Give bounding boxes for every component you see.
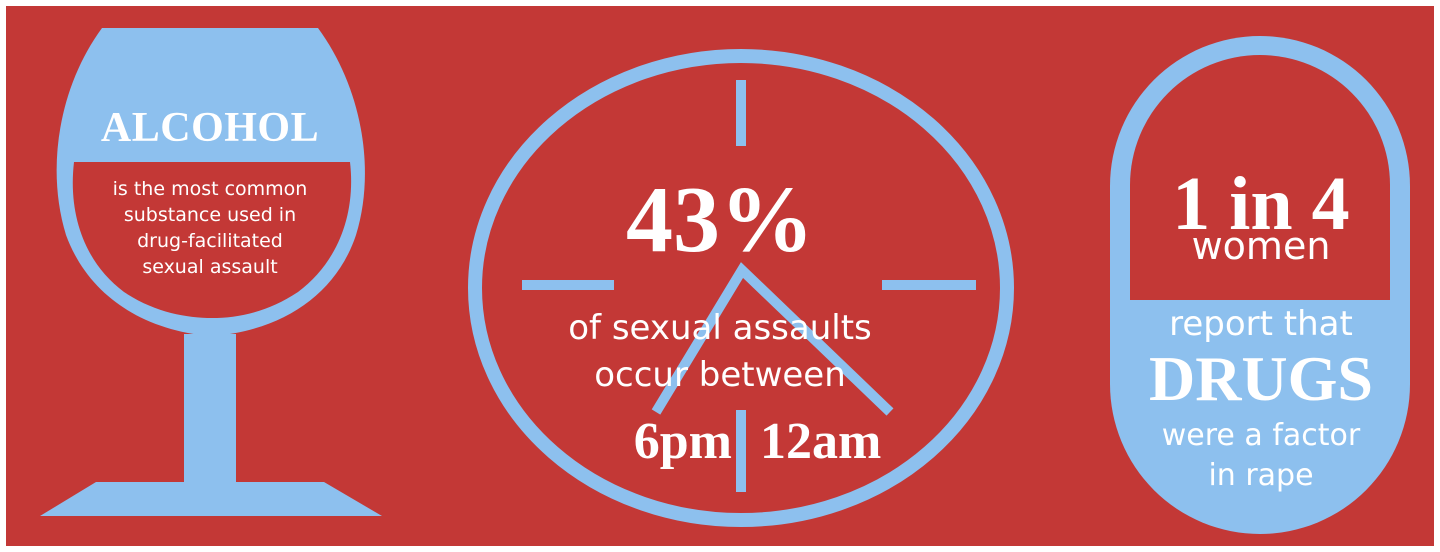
capsule-window — [1152, 130, 1368, 286]
clock-hands — [651, 262, 894, 416]
alcohol-caption-line: substance used in — [123, 204, 297, 226]
clock-caption-line-1: of sexual assaults — [568, 308, 872, 348]
wine-glass-base — [40, 482, 382, 516]
clock-caption-line-2: occur between — [594, 355, 846, 395]
end-time: 12am — [760, 413, 882, 470]
wine-glass-icon — [40, 28, 382, 516]
alcohol-caption-line: drug-facilitated — [137, 230, 283, 252]
clock-tick-right — [882, 280, 976, 290]
clock-tick-top — [736, 80, 746, 146]
alcohol-caption-line: sexual assault — [142, 256, 278, 278]
pill-caption-line-1: report that — [1169, 304, 1353, 344]
clock-icon — [468, 49, 1014, 527]
ratio-statistic: 1 in 4 — [1172, 162, 1350, 246]
capsule-icon — [1110, 36, 1410, 534]
alcohol-caption-line: is the most common — [112, 178, 308, 200]
clock-tick-bottom — [736, 410, 746, 492]
pill-caption-line-2: were a factor — [1161, 418, 1361, 453]
clock-tick-left — [522, 280, 614, 290]
pill-caption-line-3: in rape — [1208, 458, 1314, 493]
wine-liquid — [72, 162, 352, 318]
percent-statistic: 43% — [626, 168, 814, 272]
alcohol-caption: is the most common substance used in dru… — [70, 176, 350, 280]
population-label: women — [1191, 224, 1331, 268]
start-time: 6pm — [633, 413, 732, 470]
alcohol-headline: ALCOHOL — [100, 105, 320, 151]
wine-glass-stem — [184, 334, 236, 482]
clock-face-ring — [468, 49, 1014, 527]
drugs-emphasis: DRUGS — [1148, 343, 1374, 414]
